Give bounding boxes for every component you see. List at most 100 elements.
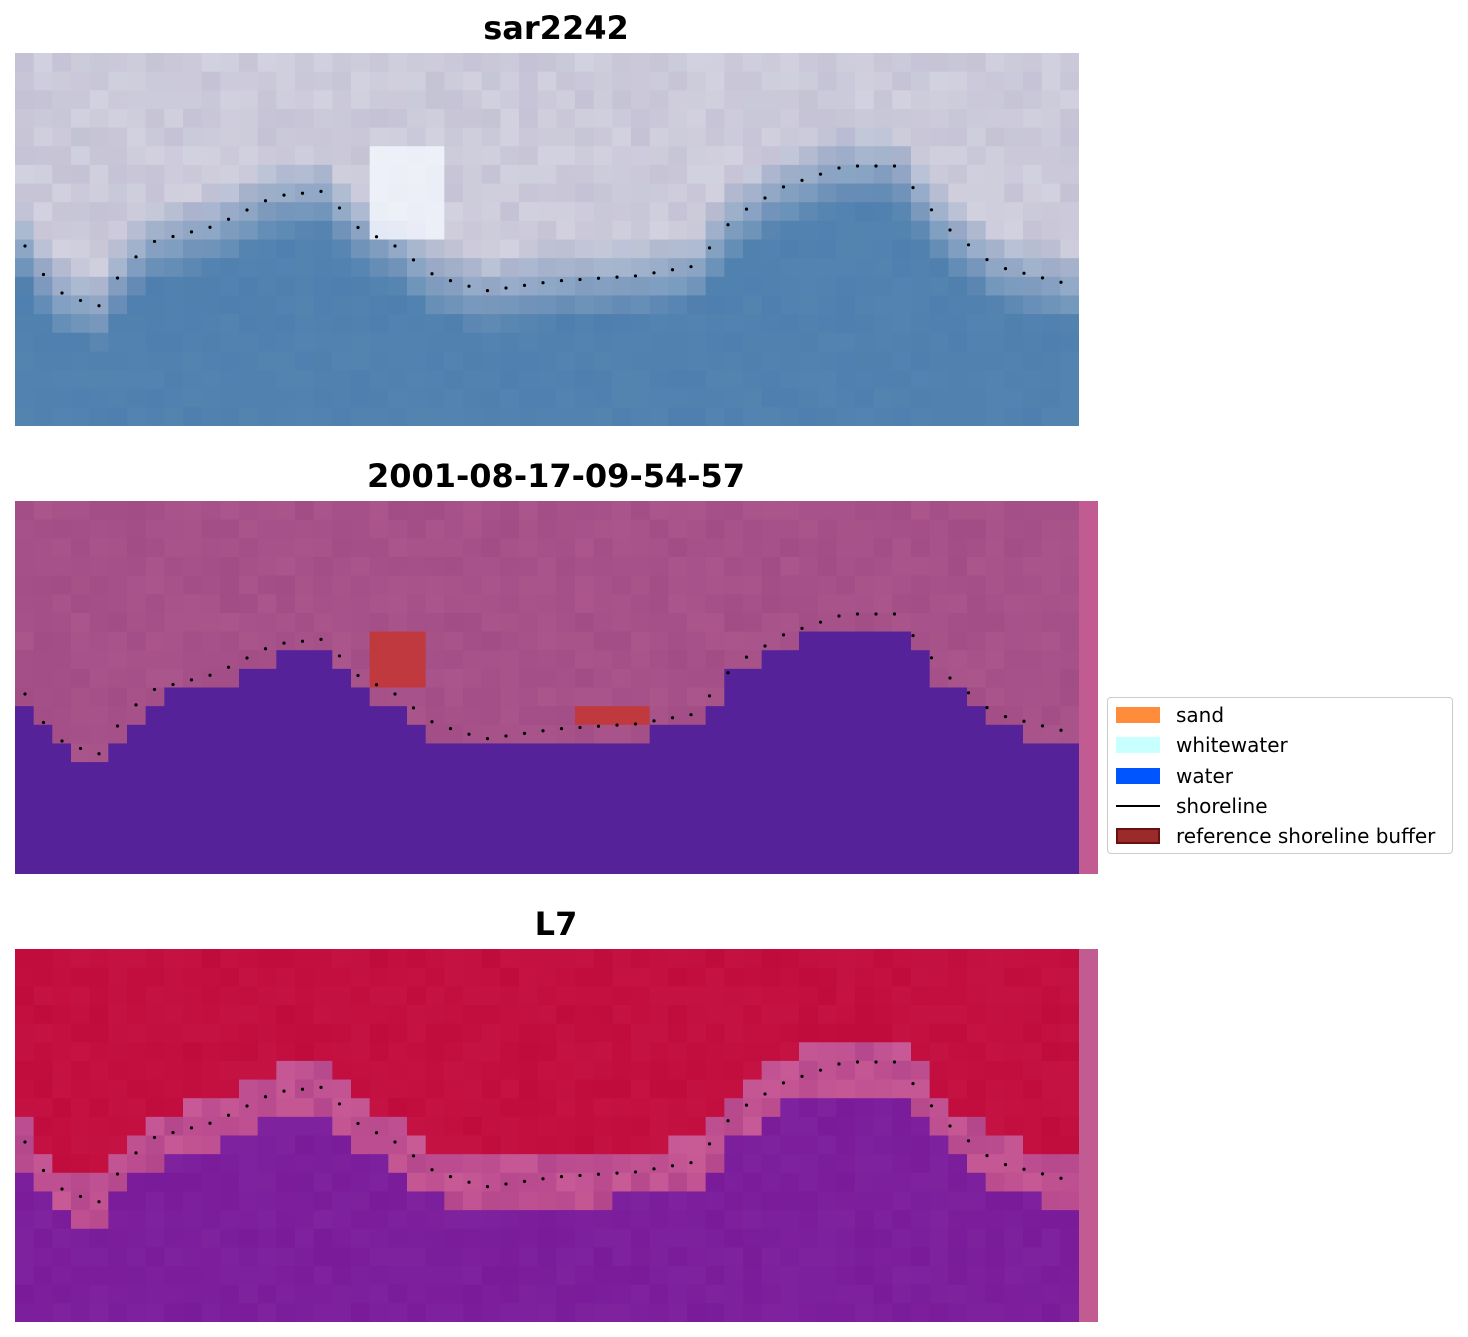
- image-pixel: [967, 332, 987, 352]
- image-pixel: [1004, 258, 1024, 278]
- legend-item-water: water: [1116, 764, 1233, 788]
- image-pixel: [649, 388, 669, 408]
- image-pixel: [817, 687, 837, 707]
- image-pixel: [183, 407, 203, 426]
- image-pixel: [388, 1303, 408, 1322]
- image-pixel: [743, 1154, 763, 1174]
- image-pixel: [668, 370, 688, 390]
- image-pixel: [911, 986, 931, 1006]
- image-pixel: [836, 1004, 856, 1025]
- shoreline-point: [781, 633, 786, 637]
- image-pixel: [929, 967, 949, 987]
- image-pixel: [724, 388, 744, 408]
- image-pixel: [519, 1060, 539, 1081]
- image-pixel: [631, 407, 651, 426]
- image-pixel: [705, 1247, 725, 1267]
- legend-item-reference-buffer: reference shoreline buffer: [1116, 824, 1435, 848]
- image-pixel: [817, 501, 837, 521]
- image-pixel: [724, 1210, 744, 1230]
- image-pixel: [89, 1210, 109, 1230]
- image-pixel: [463, 127, 483, 147]
- image-pixel: [948, 855, 968, 874]
- image-pixel: [89, 239, 109, 259]
- image-pixel: [519, 295, 539, 315]
- image-pixel: [15, 631, 35, 651]
- image-pixel: [761, 314, 781, 334]
- image-pixel: [519, 1042, 539, 1062]
- image-pixel: [948, 556, 968, 577]
- image-pixel: [836, 1228, 856, 1248]
- image-pixel: [687, 836, 707, 856]
- image-pixel: [799, 1154, 819, 1174]
- image-pixel: [687, 90, 707, 110]
- image-pixel: [239, 519, 259, 539]
- image-pixel: [873, 1228, 893, 1248]
- image-pixel: [164, 724, 184, 745]
- image-pixel: [15, 612, 35, 633]
- image-pixel: [892, 986, 912, 1006]
- image-pixel: [201, 612, 221, 633]
- image-pixel: [537, 108, 557, 129]
- image-pixel: [1060, 276, 1079, 297]
- image-pixel: [220, 1060, 240, 1081]
- image-pixel: [1023, 818, 1043, 838]
- image-pixel: [201, 202, 221, 222]
- image-pixel: [33, 1023, 53, 1043]
- image-pixel: [1041, 276, 1061, 297]
- image-pixel: [668, 314, 688, 334]
- image-pixel: [593, 1266, 613, 1286]
- image-pixel: [108, 1228, 128, 1248]
- image-pixel: [1023, 295, 1043, 315]
- image-pixel: [668, 1210, 688, 1230]
- image-pixel: [201, 407, 221, 426]
- image-pixel: [1023, 258, 1043, 278]
- image-pixel: [369, 780, 389, 800]
- image-pixel: [911, 538, 931, 558]
- image-pixel: [164, 1228, 184, 1248]
- image-pixel: [948, 743, 968, 763]
- image-pixel: [220, 967, 240, 987]
- image-pixel: [724, 370, 744, 390]
- image-pixel: [761, 90, 781, 110]
- image-pixel: [817, 146, 837, 166]
- image-pixel: [407, 501, 427, 521]
- image-pixel: [239, 706, 259, 726]
- image-pixel: [71, 276, 91, 297]
- image-pixel: [724, 967, 744, 987]
- image-pixel: [425, 1098, 445, 1118]
- image-pixel: [780, 53, 800, 73]
- image-pixel: [948, 575, 968, 595]
- image-pixel: [911, 407, 931, 426]
- image-pixel: [295, 1228, 315, 1248]
- image-pixel: [351, 780, 371, 800]
- image-pixel: [687, 1042, 707, 1062]
- image-pixel: [108, 538, 128, 558]
- image-pixel: [127, 1303, 147, 1322]
- image-pixel: [799, 724, 819, 745]
- image-pixel: [519, 818, 539, 838]
- image-pixel: [332, 220, 352, 241]
- image-pixel: [127, 258, 147, 278]
- image-pixel: [799, 370, 819, 390]
- shoreline-point: [393, 244, 397, 248]
- image-pixel: [201, 687, 221, 707]
- image-pixel: [444, 295, 464, 315]
- image-pixel: [313, 407, 333, 426]
- image-pixel: [369, 1284, 389, 1304]
- image-pixel: [948, 351, 968, 371]
- image-pixel: [127, 855, 147, 874]
- image-pixel: [1060, 1247, 1080, 1267]
- image-pixel: [631, 314, 651, 334]
- image-pixel: [463, 1154, 483, 1174]
- image-pixel: [183, 836, 203, 856]
- image-pixel: [89, 108, 109, 129]
- image-pixel: [15, 1023, 35, 1043]
- image-pixel: [649, 276, 669, 297]
- image-pixel: [444, 1228, 464, 1248]
- image-pixel: [1041, 519, 1061, 539]
- image-pixel: [761, 127, 781, 147]
- image-pixel: [127, 1284, 147, 1304]
- image-pixel: [108, 501, 128, 521]
- image-pixel: [985, 762, 1005, 782]
- image-pixel: [948, 762, 968, 782]
